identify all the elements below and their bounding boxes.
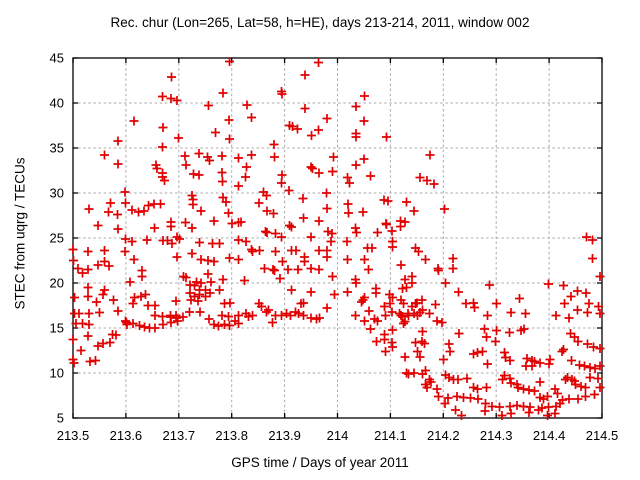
plot-border [72,57,603,419]
y-tick-label: 15 [50,321,64,336]
x-tick-label: 214.1 [374,428,407,443]
y-tick-label: 10 [50,366,64,381]
y-tick-label: 30 [50,186,64,201]
x-tick-label: 214.4 [533,428,566,443]
y-tick-label: 20 [50,276,64,291]
grid-lines [73,58,602,418]
y-tick-label: 25 [50,231,64,246]
x-tick-label: 213.5 [57,428,90,443]
x-tick-label: 213.7 [163,428,196,443]
x-tick-label: 214 [327,428,349,443]
x-axis-label: GPS time / Days of year 2011 [231,455,409,470]
x-tick-label: 213.8 [215,428,248,443]
y-tick-label: 5 [57,411,64,426]
x-tick-label: 214.5 [586,428,619,443]
chart-title: Rec. chur (Lon=265, Lat=58, h=HE), days … [110,15,530,30]
x-tick-label: 213.6 [110,428,143,443]
y-tick-label: 45 [50,51,64,66]
y-tick-label: 35 [50,141,64,156]
x-tick-label: 213.9 [268,428,301,443]
x-tick-label: 214.3 [480,428,513,443]
x-tick-label: 214.2 [427,428,460,443]
scatter-points [68,57,605,420]
y-tick-label: 40 [50,96,64,111]
